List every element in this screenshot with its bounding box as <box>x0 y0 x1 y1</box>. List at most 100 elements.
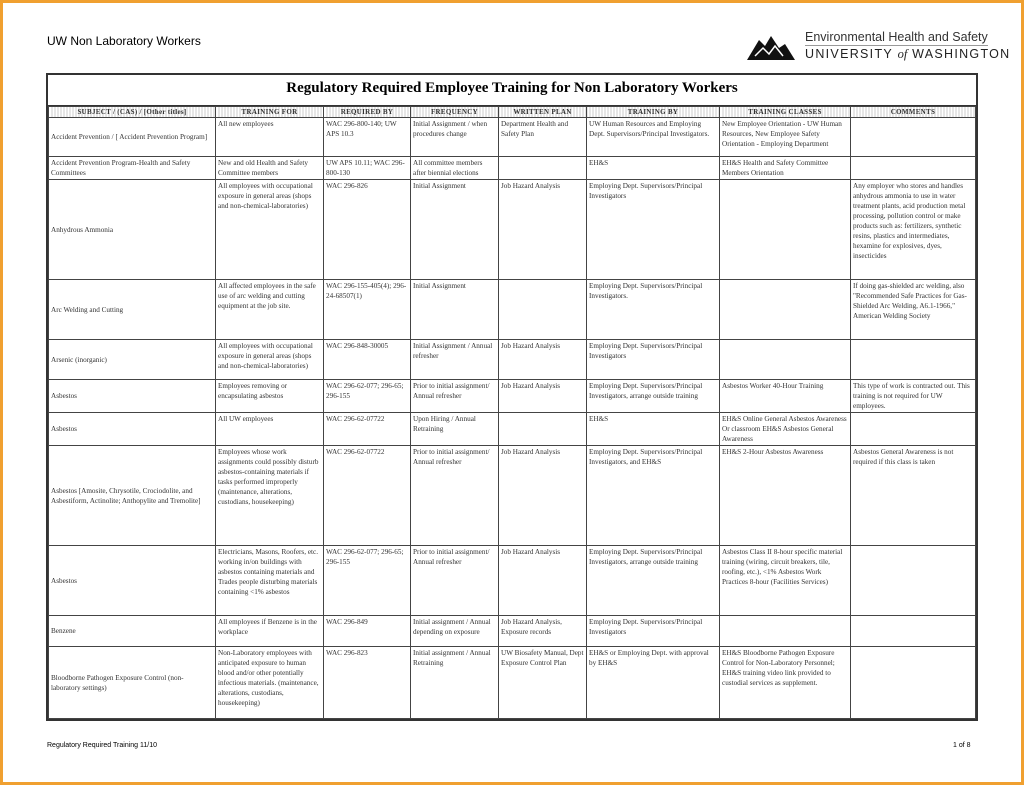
table-cell: Employing Dept. Supervisors/Principal In… <box>586 545 720 616</box>
table-cell: Arc Welding and Cutting <box>48 279 216 340</box>
table-cell: WAC 296-62-07722 <box>323 412 411 446</box>
logo-line-uw: UNIVERSITY of WASHINGTON <box>805 47 1011 62</box>
table-cell <box>850 615 976 647</box>
table-cell: Job Hazard Analysis, Exposure records <box>498 615 587 647</box>
table-cell <box>498 412 587 446</box>
table-cell: If doing gas-shielded arc welding, also … <box>850 279 976 340</box>
table-cell: Asbestos <box>48 412 216 446</box>
table-cell: Asbestos General Awareness is not requir… <box>850 445 976 546</box>
table-cell: Upon Hiring / Annual Retraining <box>410 412 499 446</box>
table-row: Asbestos [Amosite, Chrysotile, Crociodol… <box>48 445 976 546</box>
table-cell: WAC 296-62-07722 <box>323 445 411 546</box>
table-title: Regulatory Required Employee Training fo… <box>48 75 976 106</box>
table-cell: WAC 296-62-077; 296-65; 296-155 <box>323 545 411 616</box>
table-cell: Job Hazard Analysis <box>498 339 587 380</box>
column-header: SUBJECT / (CAS) / [Other titles] <box>48 106 216 118</box>
table-cell: EH&S <box>586 412 720 446</box>
table-row: Asbestos All UW employees WAC 296-62-07722… <box>48 412 976 446</box>
table-cell: Initial assignment / Annual depending on… <box>410 615 499 647</box>
table-cell: All affected employees in the safe use o… <box>215 279 324 340</box>
table-cell: Employing Dept. Supervisors/Principal In… <box>586 379 720 413</box>
table-cell: Job Hazard Analysis <box>498 445 587 546</box>
table-cell: UW APS 10.11; WAC 296-800-130 <box>323 156 411 180</box>
table-cell: WAC 296-826 <box>323 179 411 280</box>
column-header: COMMENTS <box>850 106 976 118</box>
footer-left: Regulatory Required Training 11/10 <box>47 742 157 749</box>
table-cell: Employing Dept. Supervisors/Principal In… <box>586 179 720 280</box>
table-cell: Asbestos <box>48 379 216 413</box>
table-cell: Employing Dept. Supervisors/Principal In… <box>586 279 720 340</box>
table-cell <box>850 117 976 157</box>
table-cell: All UW employees <box>215 412 324 446</box>
table-cell: This type of work is contracted out. Thi… <box>850 379 976 413</box>
column-header: FREQUENCY <box>410 106 499 118</box>
table-cell: Electricians, Masons, Roofers, etc. work… <box>215 545 324 616</box>
uw-ehs-logo: Environmental Health and Safety UNIVERSI… <box>745 30 1009 66</box>
mountain-logo-icon <box>747 36 795 60</box>
table-cell: Benzene <box>48 615 216 647</box>
table-cell: New Employee Orientation - UW Human Reso… <box>719 117 851 157</box>
logo-line-ehs: Environmental Health and Safety <box>805 30 988 46</box>
table-cell: Employing Dept. Supervisors/Principal In… <box>586 615 720 647</box>
table-cell: Prior to initial assignment/ Annual refr… <box>410 445 499 546</box>
table-row: Arc Welding and Cutting All affected empl… <box>48 279 976 340</box>
table-cell: Initial assignment / Annual Retraining <box>410 646 499 719</box>
table-cell: Accident Prevention / [ Accident Prevent… <box>48 117 216 157</box>
table-cell <box>850 545 976 616</box>
table-cell: Job Hazard Analysis <box>498 379 587 413</box>
table-cell: Anhydrous Ammonia <box>48 179 216 280</box>
table-cell <box>850 156 976 180</box>
document-header: UW Non Laboratory Workers <box>47 34 201 48</box>
table-row: Anhydrous Ammonia All employees with occu… <box>48 179 976 280</box>
table-row: Accident Prevention / [ Accident Prevent… <box>48 117 976 157</box>
table-cell: WAC 296-848-30005 <box>323 339 411 380</box>
table-cell: Prior to initial assignment/ Annual refr… <box>410 545 499 616</box>
table-cell: EH&S 2-Hour Asbestos Awareness <box>719 445 851 546</box>
page-number: 1 of 8 <box>953 742 971 749</box>
column-header: TRAINING FOR <box>215 106 324 118</box>
table-cell <box>498 156 587 180</box>
table-cell <box>850 412 976 446</box>
table-cell: Prior to initial assignment/ Annual refr… <box>410 379 499 413</box>
table-cell: WAC 296-800-140; UW APS 10.3 <box>323 117 411 157</box>
table-cell: Asbestos Class II 8-hour specific materi… <box>719 545 851 616</box>
table-cell: Asbestos [Amosite, Chrysotile, Crociodol… <box>48 445 216 546</box>
training-sheet: Regulatory Required Employee Training fo… <box>46 73 978 721</box>
table-cell: WAC 296-155-405(4); 296-24-68507(1) <box>323 279 411 340</box>
table-cell <box>719 339 851 380</box>
column-header: REQUIRED BY <box>323 106 411 118</box>
table-cell: All employees with occupational exposure… <box>215 339 324 380</box>
table-cell: Asbestos <box>48 545 216 616</box>
table-cell: WAC 296-62-077; 296-65; 296-155 <box>323 379 411 413</box>
table-cell: New and old Health and Safety Committee … <box>215 156 324 180</box>
table-cell: EH&S Online General Asbestos Awareness O… <box>719 412 851 446</box>
table-cell: Non-Laboratory employees with anticipate… <box>215 646 324 719</box>
table-cell: Arsenic (inorganic) <box>48 339 216 380</box>
training-table: SUBJECT / (CAS) / [Other titles] TRAINING… <box>48 106 976 719</box>
column-header: TRAINING BY <box>586 106 720 118</box>
table-cell: UW Biosafety Manual, Dept Exposure Contr… <box>498 646 587 719</box>
table-cell <box>719 279 851 340</box>
table-cell: EH&S <box>586 156 720 180</box>
table-cell <box>498 279 587 340</box>
table-cell: Asbestos Worker 40-Hour Training <box>719 379 851 413</box>
column-header: WRITTEN PLAN <box>498 106 587 118</box>
table-cell <box>850 339 976 380</box>
logo-word-university: UNIVERSITY <box>805 47 893 61</box>
logo-word-of: of <box>897 47 908 61</box>
table-cell: Employing Dept. Supervisors/Principal In… <box>586 445 720 546</box>
table-cell: All committee members after biennial ele… <box>410 156 499 180</box>
table-cell: WAC 296-849 <box>323 615 411 647</box>
table-cell <box>719 179 851 280</box>
table-row: Asbestos Employees removing or encapsulat… <box>48 379 976 413</box>
table-header-row: SUBJECT / (CAS) / [Other titles] TRAINING… <box>48 106 976 118</box>
table-cell: Job Hazard Analysis <box>498 545 587 616</box>
logo-word-washington: WASHINGTON <box>912 47 1011 61</box>
table-row: Accident Prevention Program-Health and S… <box>48 156 976 180</box>
table-cell: Employing Dept. Supervisors/Principal In… <box>586 339 720 380</box>
table-cell: EH&S or Employing Dept. with approval by… <box>586 646 720 719</box>
table-cell: Department Health and Safety Plan <box>498 117 587 157</box>
table-cell: EH&S Bloodborne Pathogen Exposure Contro… <box>719 646 851 719</box>
table-cell: Initial Assignment <box>410 179 499 280</box>
column-header: TRAINING CLASSES <box>719 106 851 118</box>
